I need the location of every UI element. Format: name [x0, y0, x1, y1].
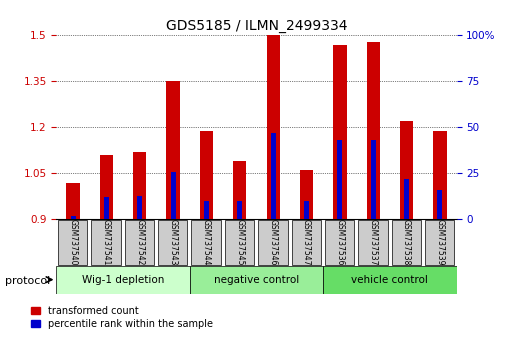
Text: protocol: protocol: [5, 276, 50, 286]
Text: GSM737544: GSM737544: [202, 219, 211, 266]
Bar: [404, 179, 409, 219]
FancyBboxPatch shape: [125, 221, 154, 264]
FancyBboxPatch shape: [56, 266, 190, 294]
Text: vehicle control: vehicle control: [351, 275, 428, 285]
Text: GSM737540: GSM737540: [69, 219, 77, 266]
Bar: [238, 201, 242, 219]
FancyBboxPatch shape: [158, 221, 187, 264]
Bar: [438, 190, 442, 219]
Text: GSM737545: GSM737545: [235, 219, 244, 266]
Bar: [200, 131, 213, 219]
Text: GSM737537: GSM737537: [369, 219, 378, 266]
Bar: [66, 183, 80, 219]
Title: GDS5185 / ILMN_2499334: GDS5185 / ILMN_2499334: [166, 19, 347, 33]
Bar: [433, 131, 446, 219]
Bar: [400, 121, 413, 219]
Text: GSM737541: GSM737541: [102, 219, 111, 266]
Bar: [304, 201, 309, 219]
Bar: [137, 195, 142, 219]
Text: GSM737543: GSM737543: [169, 219, 177, 266]
Bar: [166, 81, 180, 219]
FancyBboxPatch shape: [191, 221, 221, 264]
Text: Wig-1 depletion: Wig-1 depletion: [82, 275, 164, 285]
FancyBboxPatch shape: [391, 221, 421, 264]
FancyBboxPatch shape: [258, 221, 287, 264]
FancyBboxPatch shape: [358, 221, 387, 264]
Bar: [333, 45, 346, 219]
Bar: [266, 35, 280, 219]
FancyBboxPatch shape: [190, 266, 323, 294]
Text: negative control: negative control: [214, 275, 299, 285]
Bar: [300, 170, 313, 219]
FancyBboxPatch shape: [91, 221, 121, 264]
FancyBboxPatch shape: [291, 221, 321, 264]
Bar: [100, 155, 113, 219]
Text: GSM737536: GSM737536: [336, 219, 344, 266]
FancyBboxPatch shape: [323, 266, 457, 294]
Bar: [133, 152, 146, 219]
FancyBboxPatch shape: [58, 221, 87, 264]
Text: GSM737547: GSM737547: [302, 219, 311, 266]
FancyBboxPatch shape: [225, 221, 254, 264]
Text: GSM737546: GSM737546: [269, 219, 278, 266]
Bar: [371, 140, 376, 219]
Text: GSM737539: GSM737539: [436, 219, 444, 266]
FancyBboxPatch shape: [425, 221, 454, 264]
Text: GSM737542: GSM737542: [135, 219, 144, 266]
Bar: [233, 161, 246, 219]
FancyBboxPatch shape: [325, 221, 354, 264]
Bar: [204, 201, 209, 219]
Bar: [271, 133, 275, 219]
Text: GSM737538: GSM737538: [402, 219, 411, 266]
Bar: [171, 172, 175, 219]
Bar: [71, 216, 75, 219]
Bar: [104, 198, 109, 219]
Bar: [366, 41, 380, 219]
Bar: [338, 140, 342, 219]
Legend: transformed count, percentile rank within the sample: transformed count, percentile rank withi…: [30, 306, 213, 329]
